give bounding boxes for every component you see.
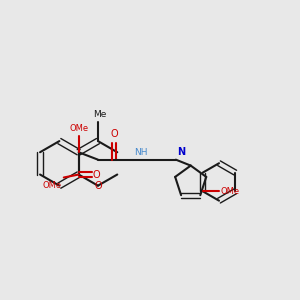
Text: O: O <box>110 129 118 140</box>
Text: O: O <box>92 169 100 179</box>
Text: OMe: OMe <box>220 187 240 196</box>
Text: Me: Me <box>93 110 106 119</box>
Text: NH: NH <box>134 148 148 157</box>
Text: OMe: OMe <box>69 124 88 133</box>
Text: O: O <box>94 181 102 191</box>
Text: N: N <box>177 147 185 157</box>
Text: OMe: OMe <box>42 181 62 190</box>
